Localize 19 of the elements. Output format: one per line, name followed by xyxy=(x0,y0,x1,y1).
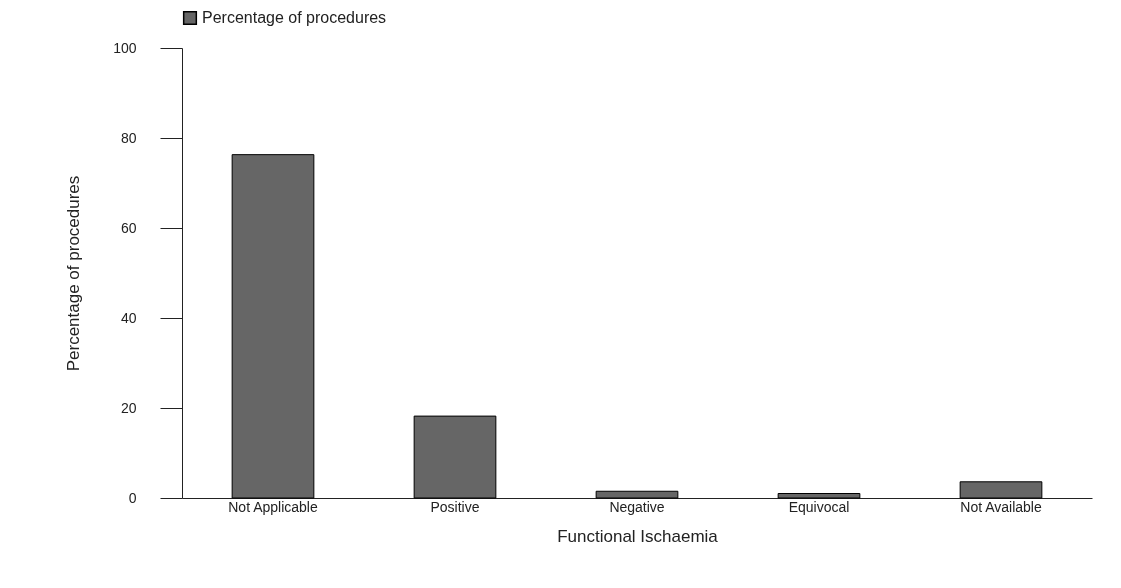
bar xyxy=(413,415,497,499)
x-tick-label: Equivocal xyxy=(788,498,850,515)
x-tick-label: Negative xyxy=(609,498,665,515)
y-tick-label: 60 xyxy=(120,219,137,236)
y-tick-label: 40 xyxy=(120,309,137,326)
x-tick-label: Not Applicable xyxy=(228,498,318,515)
y-axis-title: Percentage of procedures xyxy=(64,175,84,372)
y-tick-label: 0 xyxy=(128,489,137,506)
x-tick-label: Positive xyxy=(430,498,480,515)
bar xyxy=(231,154,315,499)
x-axis-title: Functional Ischaemia xyxy=(557,526,719,546)
y-tick-label: 20 xyxy=(120,399,137,416)
legend-label: Percentage of procedures xyxy=(202,9,387,26)
bar xyxy=(777,493,861,499)
bar xyxy=(959,481,1043,499)
bar xyxy=(595,490,679,499)
y-tick-label: 80 xyxy=(120,129,137,146)
y-tick-label: 100 xyxy=(113,39,137,56)
x-tick-label: Not Available xyxy=(960,498,1042,515)
